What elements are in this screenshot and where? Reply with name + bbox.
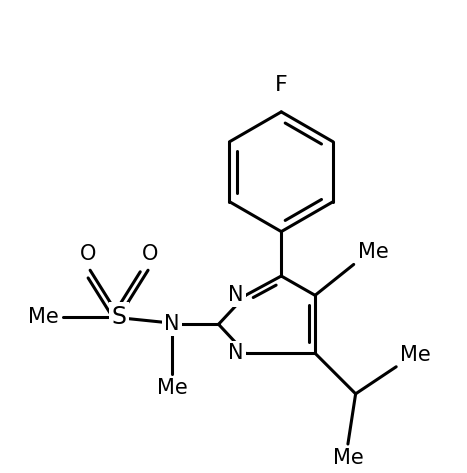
Text: Me: Me — [333, 448, 363, 468]
Text: Me: Me — [157, 378, 188, 398]
Text: N: N — [228, 343, 244, 363]
Text: Me: Me — [358, 243, 389, 263]
Text: O: O — [142, 245, 158, 264]
Text: Me: Me — [400, 345, 431, 365]
Text: Me: Me — [28, 307, 59, 326]
Text: F: F — [275, 75, 288, 95]
Text: O: O — [80, 245, 96, 264]
Text: S: S — [112, 305, 127, 329]
Text: N: N — [228, 285, 244, 306]
Text: N: N — [164, 314, 180, 334]
